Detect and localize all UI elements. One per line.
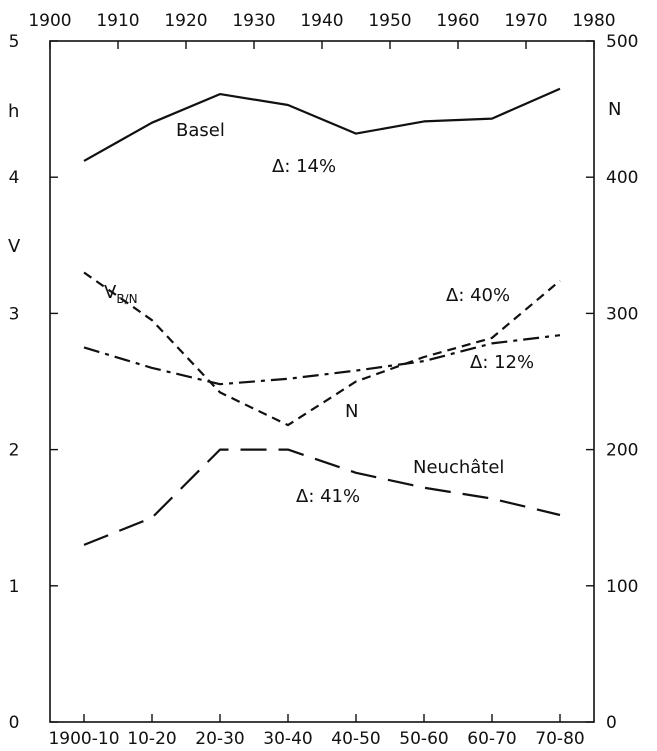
top-tick-label: 1980	[572, 11, 615, 31]
top-tick-label: 1950	[368, 11, 411, 31]
series-layer	[83, 87, 561, 546]
right-axis: 0 100 200 300 400 500	[586, 32, 638, 733]
right-tick-label: 300	[606, 304, 638, 324]
annotation-v-bn: VB/N	[104, 282, 138, 306]
annotation-delta-41: Δ: 41%	[296, 486, 360, 507]
annotation-basel: Basel	[176, 120, 225, 141]
left-tick-label: 4	[9, 168, 20, 188]
right-axis-label-n: N	[608, 99, 621, 120]
bottom-tick-label: 50-60	[399, 729, 448, 749]
v-bn-subscript: B/N	[116, 292, 137, 306]
bottom-tick-label: 1900-10	[48, 729, 119, 749]
top-tick-label: 1910	[96, 11, 139, 31]
top-tick-label: 1900	[28, 11, 71, 31]
top-tick-label: 1970	[504, 11, 547, 31]
top-tick-label: 1960	[436, 11, 479, 31]
bottom-tick-label: 10-20	[127, 729, 176, 749]
top-tick-label: 1940	[300, 11, 343, 31]
v-bn-main: V	[104, 282, 117, 303]
left-axis-label-v: V	[8, 236, 21, 257]
top-tick-label: 1920	[164, 11, 207, 31]
series-line-v-b-n	[83, 271, 561, 427]
left-tick-label: 3	[9, 304, 20, 324]
left-tick-label: 5	[9, 32, 20, 52]
bottom-tick-label: 70-80	[535, 729, 584, 749]
bottom-tick-label: 20-30	[195, 729, 244, 749]
right-tick-label: 400	[606, 168, 638, 188]
series-line-basel	[83, 87, 561, 162]
annotation-delta-12: Δ: 12%	[470, 352, 534, 373]
right-tick-label: 500	[606, 32, 638, 52]
annotation-delta-14: Δ: 14%	[272, 156, 336, 177]
left-tick-label: 2	[9, 441, 20, 461]
left-axis: 0 1 2 3 4 5	[9, 32, 58, 733]
left-tick-label: 0	[9, 713, 20, 733]
right-tick-label: 100	[606, 577, 638, 597]
top-axis: 1900 1910 1920 1930 1940 1950 1960 1970 1980	[28, 11, 616, 49]
annotation-delta-40: Δ: 40%	[446, 285, 510, 306]
bottom-tick-label: 30-40	[263, 729, 312, 749]
right-tick-label: 0	[606, 713, 617, 733]
plot-frame	[49, 40, 595, 723]
annotation-n: N	[345, 401, 358, 422]
annotation-neuchatel: Neuchâtel	[413, 457, 504, 478]
left-tick-label: 1	[9, 577, 20, 597]
bottom-tick-label: 60-70	[467, 729, 516, 749]
series-line-neuch-tel	[83, 448, 561, 546]
right-tick-label: 200	[606, 441, 638, 461]
bottom-axis: 1900-10 10-20 20-30 30-40 40-50 50-60 60-70 70-…	[48, 714, 585, 749]
left-axis-label-h: h	[8, 101, 19, 122]
top-tick-label: 1930	[232, 11, 275, 31]
bottom-tick-label: 40-50	[331, 729, 380, 749]
